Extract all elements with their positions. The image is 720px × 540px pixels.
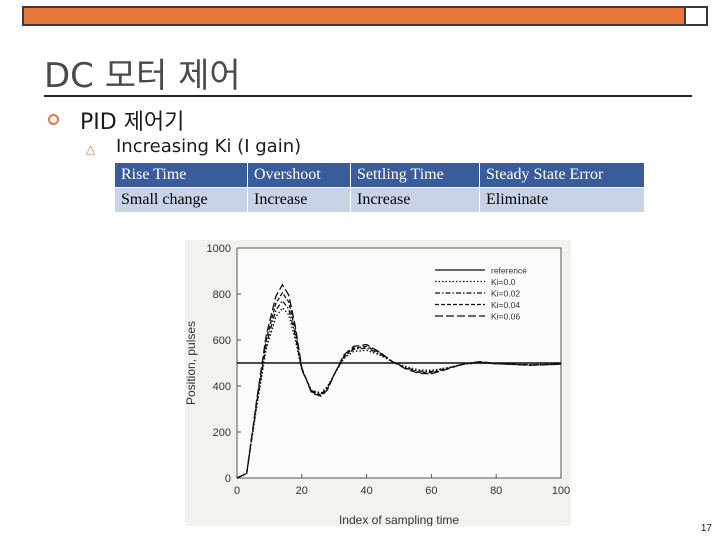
- x-axis-label: Index of sampling time: [339, 513, 459, 526]
- x-tick-label: 40: [360, 485, 372, 497]
- table-header-cell: Settling Time: [350, 162, 480, 188]
- top-banner-box: [684, 8, 706, 24]
- x-tick-label: 80: [490, 485, 502, 497]
- table-header-cell: Rise Time: [114, 162, 248, 188]
- y-axis-label: Position, pulses: [185, 321, 198, 405]
- page-number: 17: [700, 523, 712, 534]
- y-tick-label: 200: [213, 427, 231, 439]
- legend-label: Ki=0.0: [491, 277, 516, 287]
- bullet-level1-text: PID 제어기: [80, 110, 185, 135]
- top-banner-fill: [24, 8, 688, 24]
- slide-title: DC 모터 제어: [44, 56, 241, 96]
- table-cell: Increase: [247, 187, 351, 213]
- table-row: Small change Increase Increase Eliminate: [114, 187, 645, 213]
- bullet-level2-text: Increasing Ki (I gain): [116, 136, 302, 157]
- x-tick-label: 20: [296, 485, 308, 497]
- table-cell: Increase: [350, 187, 480, 213]
- top-banner: [22, 6, 708, 26]
- y-tick-label: 800: [213, 289, 231, 301]
- y-tick-label: 400: [213, 381, 231, 393]
- legend-label: reference: [491, 266, 527, 276]
- step-response-chart: 0 200 400 600 800 1000 0 20 40 60 80 100 Index of sa…: [184, 243, 570, 527]
- table-header-cell: Steady State Error: [479, 162, 645, 188]
- x-tick-label: 100: [552, 485, 570, 497]
- legend-label: Ki=0.04: [491, 300, 520, 310]
- x-tick-label: 0: [234, 485, 240, 497]
- series-line-4: [236, 283, 562, 479]
- table-cell: Small change: [114, 187, 248, 213]
- bullet-circle-icon: [48, 114, 59, 125]
- title-divider: [44, 95, 692, 97]
- table-header-cell: Overshoot: [247, 162, 351, 188]
- table-cell: Eliminate: [479, 187, 645, 213]
- legend-label: Ki=0.02: [491, 289, 520, 299]
- y-tick-label: 0: [225, 473, 231, 485]
- y-tick-label: 1000: [207, 243, 231, 255]
- effect-table: Rise Time Overshoot Settling Time Steady…: [114, 162, 645, 213]
- table-header-row: Rise Time Overshoot Settling Time Steady…: [114, 162, 645, 188]
- chart-panel: 0 200 400 600 800 1000 0 20 40 60 80 100 Index of sa…: [184, 240, 571, 527]
- bullet-sub-icon: △: [86, 142, 96, 156]
- legend-label: Ki=0.06: [491, 312, 520, 322]
- y-tick-label: 600: [213, 335, 231, 347]
- x-tick-label: 60: [425, 485, 437, 497]
